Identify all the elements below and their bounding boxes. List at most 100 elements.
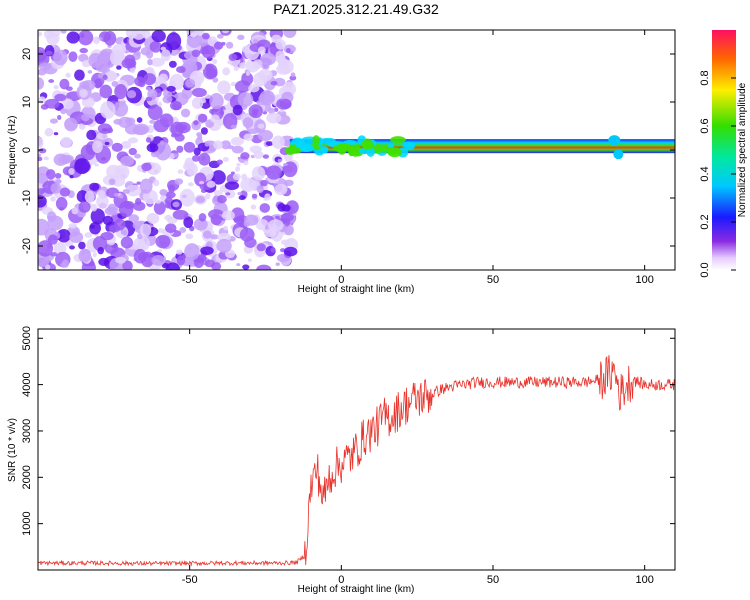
noise-blob — [168, 184, 176, 193]
noise-blob — [237, 34, 245, 41]
noise-blob — [205, 193, 211, 200]
noise-blob — [121, 140, 132, 149]
noise-blob — [122, 189, 131, 194]
y-tick-label: 5000 — [21, 326, 33, 350]
noise-blob — [262, 154, 270, 159]
snr-series-line — [38, 354, 675, 567]
noise-blob — [53, 49, 68, 66]
noise-blob — [159, 195, 165, 201]
noise-blob — [104, 141, 110, 146]
noise-blob — [222, 156, 229, 163]
noise-blob — [274, 107, 279, 112]
noise-blob — [232, 104, 243, 116]
noise-blob — [89, 182, 100, 191]
noise-blob — [259, 90, 276, 106]
noise-blob — [97, 123, 113, 134]
noise-blob — [227, 60, 233, 65]
colorbar: 0.0 0.2 0.4 0.6 0.8 Normalized spectral ampl… — [699, 30, 748, 278]
noise-blob — [179, 227, 187, 233]
noise-blob — [50, 196, 56, 202]
noise-blob — [279, 98, 292, 110]
noise-blob — [190, 32, 197, 38]
noise-blob — [103, 31, 117, 46]
y-tick-label: 10 — [21, 96, 33, 108]
noise-blob — [134, 153, 141, 159]
snr-y-label: SNR (10 * v/v) — [7, 418, 18, 482]
spectrogram-y-label: Frequency (Hz) — [7, 116, 18, 185]
noise-blob — [223, 225, 228, 231]
noise-blob — [87, 70, 93, 74]
noise-blob — [230, 124, 237, 129]
noise-blob — [283, 246, 298, 257]
noise-blob — [120, 229, 128, 236]
noise-blob — [260, 179, 268, 187]
noise-blob — [79, 47, 88, 54]
noise-blob — [224, 181, 240, 191]
noise-blob — [139, 178, 153, 194]
noise-blob — [133, 123, 150, 135]
noise-blob — [282, 163, 288, 167]
snr-panel: -50 0 50 100 5000 4000 3000 2000 1000 Height of… — [7, 326, 676, 595]
noise-blob — [236, 162, 241, 167]
noise-blob — [257, 123, 265, 129]
noise-blob — [200, 127, 208, 135]
noise-blob — [68, 168, 75, 175]
noise-blob — [69, 231, 84, 243]
noise-blob — [66, 31, 80, 44]
noise-blob — [38, 153, 42, 157]
noise-blob — [60, 108, 67, 115]
noise-blob — [147, 104, 163, 121]
colorbar-ticks: 0.0 0.2 0.4 0.6 0.8 — [699, 70, 736, 278]
noise-blob — [265, 141, 274, 146]
noise-blob — [145, 96, 153, 102]
noise-blob — [50, 182, 62, 194]
colorbar-tick-label: 0.4 — [699, 166, 711, 181]
noise-blob — [248, 84, 260, 93]
noise-blob — [55, 179, 62, 184]
noise-blob — [84, 190, 95, 203]
noise-blob — [135, 197, 142, 205]
noise-blob — [43, 156, 50, 161]
noise-blob — [228, 53, 238, 61]
signal-band-blob — [320, 137, 336, 143]
noise-blob — [38, 182, 43, 189]
noise-blob — [247, 258, 252, 263]
noise-blob — [211, 170, 226, 185]
noise-blob — [79, 81, 90, 89]
x-tick-label: 100 — [635, 274, 653, 286]
noise-blob — [168, 60, 177, 68]
noise-blob — [155, 141, 172, 161]
figure-title: PAZ1.2025.312.21.49.G32 — [273, 1, 439, 17]
noise-blob — [183, 141, 196, 153]
noise-blob — [122, 260, 133, 270]
noise-blob — [56, 228, 71, 243]
noise-blob — [270, 81, 278, 86]
noise-blob — [113, 51, 125, 60]
noise-blob — [68, 51, 78, 62]
noise-blob — [205, 68, 218, 79]
noise-blob — [183, 216, 194, 229]
noise-blob — [126, 90, 137, 99]
noise-blob — [176, 66, 186, 74]
noise-blob — [124, 54, 136, 68]
noise-blob — [213, 41, 224, 50]
noise-blob — [184, 243, 200, 261]
noise-blob — [78, 30, 94, 46]
noise-blob — [217, 195, 227, 204]
y-tick-label: 3000 — [21, 419, 33, 443]
noise-blob — [38, 148, 47, 154]
noise-blob — [134, 76, 145, 87]
noise-blob — [164, 201, 171, 209]
noise-blob — [74, 69, 85, 81]
noise-blob — [54, 93, 67, 102]
noise-blob — [97, 246, 105, 255]
noise-blob — [259, 203, 271, 213]
noise-blob — [120, 155, 134, 167]
x-tick-label: 100 — [635, 574, 653, 586]
noise-blob — [261, 62, 270, 70]
noise-blob — [92, 236, 108, 251]
spectrogram-x-ticks: -50 0 50 100 — [182, 30, 654, 286]
noise-blob — [210, 234, 219, 240]
noise-blob — [44, 127, 54, 137]
